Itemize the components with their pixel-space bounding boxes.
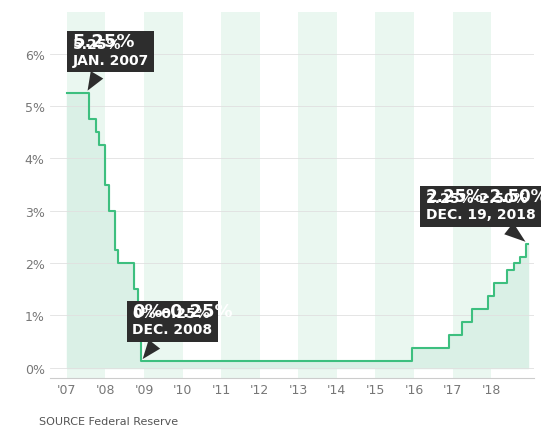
Bar — [376, 13, 414, 378]
Bar — [221, 13, 260, 378]
Bar — [67, 13, 106, 378]
Text: 2.25%-2.50%
DEC. 19, 2018: 2.25%-2.50% DEC. 19, 2018 — [426, 192, 535, 242]
Bar — [453, 13, 491, 378]
Bar — [144, 13, 183, 378]
Text: 5.25%: 5.25% — [73, 33, 135, 51]
Bar — [298, 13, 337, 378]
Text: 2.25%-2.50%: 2.25%-2.50% — [426, 187, 548, 205]
Text: 0%-0.25%
DEC. 2008: 0%-0.25% DEC. 2008 — [133, 307, 212, 359]
Text: 5.25%
JAN. 2007: 5.25% JAN. 2007 — [73, 37, 149, 92]
Text: 0%-0.25%: 0%-0.25% — [133, 302, 233, 320]
Text: SOURCE Federal Reserve: SOURCE Federal Reserve — [39, 416, 178, 426]
